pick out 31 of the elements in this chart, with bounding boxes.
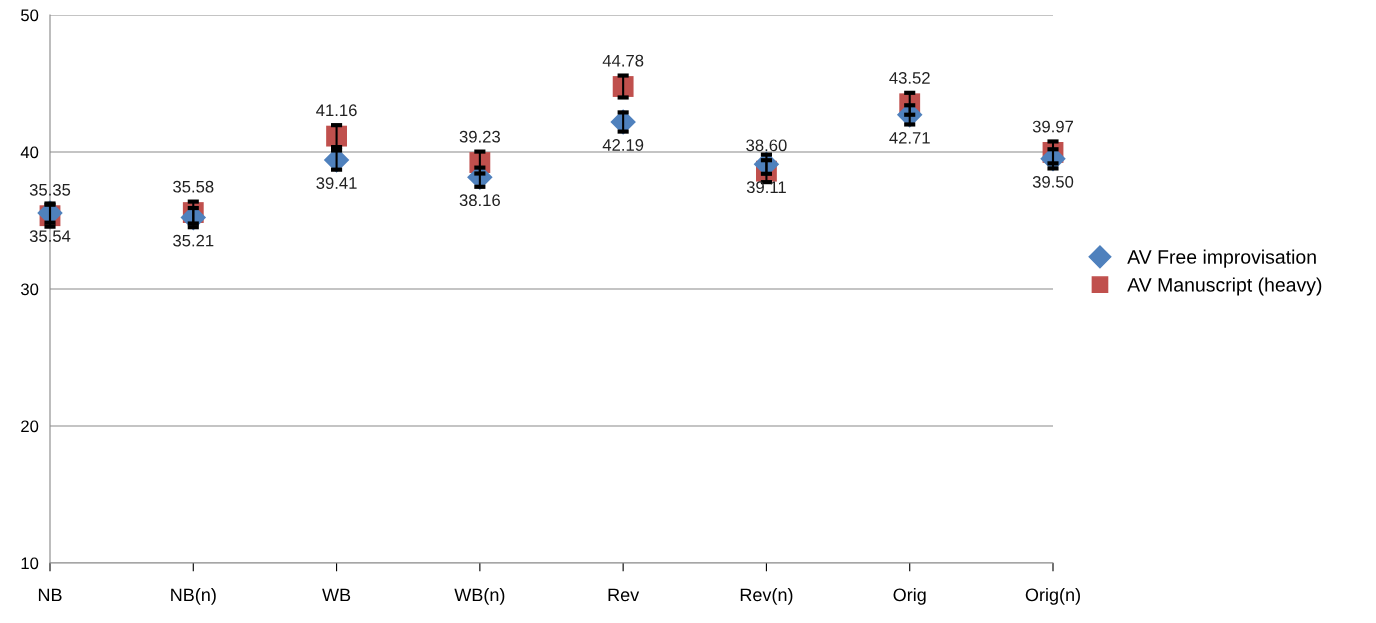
data-label: 35.54	[29, 230, 71, 243]
y-tick-label: 20	[21, 420, 39, 433]
data-label: 41.16	[316, 104, 357, 117]
legend-label: AV Manuscript (heavy)	[1127, 277, 1322, 296]
data-label: 38.16	[459, 194, 500, 207]
data-label: 39.41	[316, 177, 357, 189]
data-label: 39.97	[1032, 120, 1074, 133]
y-tick-label: 50	[21, 9, 39, 22]
y-tick-label: 30	[20, 283, 39, 296]
x-tick-label: Orig(n)	[1025, 588, 1080, 605]
x-tick-label: WB	[322, 588, 351, 602]
data-label: 43.52	[889, 72, 930, 84]
data-label: 39.23	[459, 130, 500, 143]
x-tick-label: NB	[38, 588, 62, 602]
y-tick-label: 10	[21, 557, 39, 570]
x-tick-label: WB(n)	[454, 588, 505, 605]
data-label: 42.19	[602, 139, 644, 151]
data-label: 42.71	[889, 131, 930, 144]
legend-label: AV Free improvisation	[1127, 249, 1316, 268]
x-tick-label: Rev(n)	[740, 588, 793, 605]
x-tick-label: NB(n)	[171, 588, 216, 605]
y-tick-label: 40	[20, 146, 39, 159]
x-tick-label: Orig	[893, 588, 926, 605]
data-label: 39.11	[746, 181, 786, 194]
x-tick-label: Rev	[608, 588, 640, 602]
data-label: 44.78	[602, 54, 644, 67]
data-label: 35.21	[173, 234, 214, 247]
data-label: 39.50	[1032, 175, 1074, 188]
data-label: 35.58	[173, 180, 214, 193]
data-label: 38.60	[746, 139, 787, 152]
data-label: 35.35	[29, 183, 71, 196]
